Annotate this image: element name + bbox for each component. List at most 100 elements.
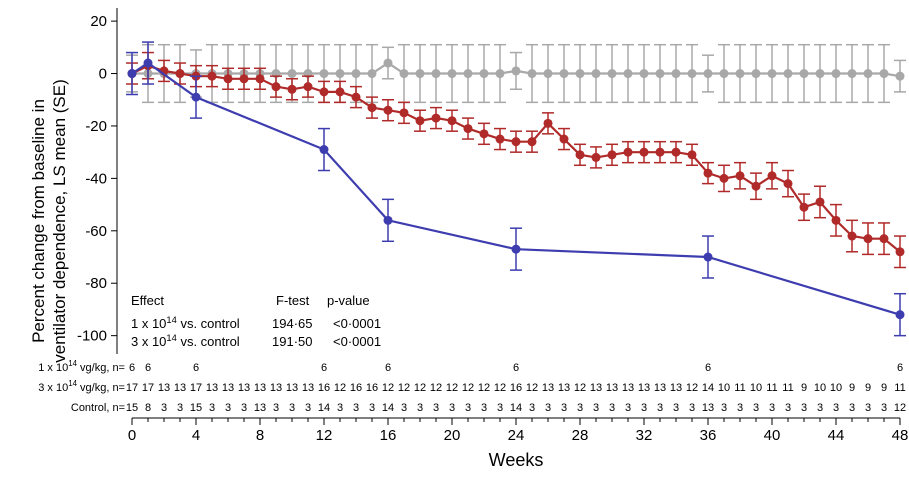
n-cell: 3 (721, 402, 727, 414)
data-point (559, 69, 569, 79)
data-point (559, 134, 569, 144)
n-cell: 3 (881, 402, 887, 414)
data-point (767, 171, 777, 181)
n-cell: 6 (129, 362, 135, 374)
y-tick-label: -100 (77, 328, 107, 345)
data-point (575, 150, 585, 160)
data-point (895, 71, 905, 81)
data-point (639, 69, 649, 79)
n-cell: 11 (894, 382, 905, 394)
n-cell: 3 (433, 402, 439, 414)
data-point (719, 173, 729, 183)
x-tick-label: 8 (256, 427, 264, 444)
data-point (191, 92, 201, 102)
data-point (287, 69, 297, 79)
data-point (143, 58, 153, 68)
data-point (367, 103, 377, 113)
n-cell: 3 (609, 402, 615, 414)
x-tick-label: 4 (192, 427, 200, 444)
n-cell: 12 (430, 382, 442, 394)
n-cell: 9 (881, 382, 887, 394)
n-cell: 13 (270, 382, 282, 394)
data-point (351, 69, 361, 79)
n-cell: 3 (417, 402, 423, 414)
n-cell: 3 (241, 402, 247, 414)
n-cell: 13 (238, 382, 250, 394)
n-cell: 13 (302, 382, 314, 394)
stats-table: Effect F-test p-value 1 x 1014 vs. control 1… (131, 293, 381, 349)
data-point (463, 124, 473, 134)
n-cell: 3 (529, 402, 535, 414)
n-cell: 17 (190, 382, 202, 394)
data-point (223, 74, 233, 84)
n-cell: 3 (161, 402, 167, 414)
data-point (751, 69, 761, 79)
n-cell: 3 (305, 402, 311, 414)
n-cell: 11 (782, 382, 793, 394)
n-cell: 3 (449, 402, 455, 414)
n-cell: 3 (497, 402, 503, 414)
data-point (575, 69, 585, 79)
data-point (831, 69, 841, 79)
n-cell: 3 (785, 402, 791, 414)
n-cell: 10 (814, 382, 826, 394)
n-cell: 3 (769, 402, 775, 414)
n-cell: 17 (126, 382, 138, 394)
n-cell: 12 (478, 382, 490, 394)
x-tick-label: 48 (892, 427, 909, 444)
n-cell: 13 (174, 382, 186, 394)
n-cell: 13 (638, 382, 650, 394)
data-point (783, 69, 793, 79)
y-tick-label: -80 (85, 275, 107, 292)
data-point (367, 69, 377, 79)
n-cell: 6 (705, 362, 711, 374)
x-tick-label: 24 (508, 427, 525, 444)
n-cell: 13 (622, 382, 634, 394)
data-point (511, 137, 521, 147)
n-cell: 3 (641, 402, 647, 414)
n-cell: 3 (209, 402, 215, 414)
n-cell: 3 (689, 402, 695, 414)
data-point (127, 69, 137, 79)
table-row-pvalue: <0·0001 (333, 316, 381, 331)
n-cell: 12 (526, 382, 538, 394)
data-point (687, 69, 697, 79)
table-header-effect: Effect (131, 293, 164, 308)
n-cell: 12 (414, 382, 426, 394)
data-point (383, 105, 393, 115)
n-cell: 3 (625, 402, 631, 414)
n-cell: 14 (702, 382, 714, 394)
n-cell: 12 (382, 382, 394, 394)
n-cell: 6 (513, 362, 519, 374)
y-axis-label: Percent change from baseline in ventilato… (29, 79, 69, 363)
data-point (607, 69, 617, 79)
n-cell: 11 (734, 382, 745, 394)
data-point (175, 69, 185, 79)
n-row-label: Control, n= (71, 402, 125, 414)
series-low_dose (126, 41, 906, 337)
x-tick-label: 12 (316, 427, 333, 444)
data-point (863, 234, 873, 244)
n-cell: 12 (494, 382, 506, 394)
n-cell: 16 (318, 382, 330, 394)
n-cell: 13 (254, 402, 266, 414)
data-point (335, 69, 345, 79)
n-cell: 11 (766, 382, 777, 394)
series-layer (126, 41, 906, 337)
x-tick-label: 16 (380, 427, 397, 444)
data-point (479, 129, 489, 139)
data-point (271, 82, 281, 92)
data-point (255, 74, 265, 84)
n-cell: 12 (462, 382, 474, 394)
n-at-risk-table: 1 x 1014 vg/kg, n= 6 6 6 6 6 6 6 63 x 1014 vg/kg… (38, 359, 906, 414)
data-point (703, 168, 713, 178)
n-cell: 3 (577, 402, 583, 414)
data-point (799, 202, 809, 212)
data-point (895, 247, 905, 257)
table-row-pvalue: <0·0001 (333, 334, 381, 349)
n-cell: 3 (865, 402, 871, 414)
data-point (431, 113, 441, 123)
n-cell: 10 (718, 382, 730, 394)
data-point (847, 231, 857, 241)
data-point (671, 69, 681, 79)
